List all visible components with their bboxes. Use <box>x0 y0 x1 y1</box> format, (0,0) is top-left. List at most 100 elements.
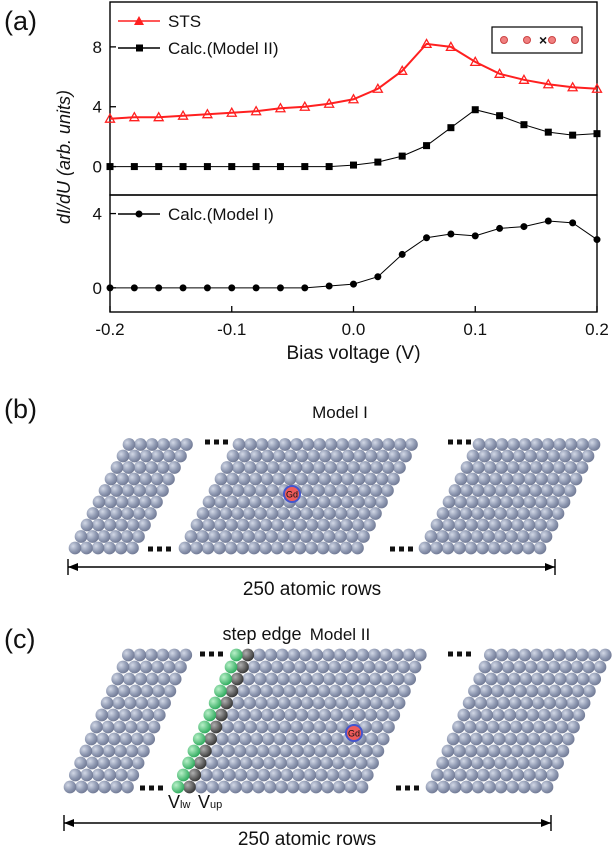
atom <box>436 756 449 770</box>
atom <box>476 541 489 555</box>
atom <box>188 768 202 782</box>
atom <box>570 660 584 674</box>
atom <box>237 708 251 722</box>
atom <box>305 518 319 532</box>
atom <box>259 541 272 555</box>
atom <box>512 472 525 486</box>
atom <box>103 768 117 782</box>
atom <box>402 648 416 662</box>
atom <box>322 530 336 543</box>
atom <box>254 696 268 710</box>
atom <box>294 518 307 532</box>
atom <box>554 696 568 710</box>
atom <box>241 648 255 662</box>
atom <box>437 780 450 794</box>
v-symbol: V <box>168 792 180 812</box>
atom <box>519 672 533 686</box>
atom <box>109 507 123 520</box>
atom <box>360 768 374 782</box>
atom <box>243 696 256 710</box>
atom <box>499 768 513 782</box>
atom <box>260 684 273 698</box>
atom <box>364 449 378 463</box>
atom <box>104 472 118 486</box>
atom <box>323 484 337 497</box>
atom <box>114 744 127 758</box>
atom <box>255 720 269 734</box>
atom <box>118 708 132 722</box>
atom <box>380 672 394 686</box>
atom <box>499 518 513 532</box>
atom <box>260 495 273 509</box>
atom <box>97 756 110 770</box>
atom <box>311 672 325 686</box>
atom <box>252 648 266 662</box>
atom <box>566 696 579 710</box>
atom <box>311 530 324 543</box>
gap-dot <box>223 439 228 445</box>
marker <box>493 67 506 78</box>
atom <box>216 756 230 770</box>
marker <box>106 163 114 171</box>
marker <box>276 284 284 292</box>
atom <box>130 732 144 746</box>
atom <box>115 495 129 509</box>
gd-atom <box>345 724 363 742</box>
y-tick-label: 0 <box>93 158 102 177</box>
atom <box>351 541 364 555</box>
atom <box>213 518 227 532</box>
atom <box>225 495 239 509</box>
atom <box>494 484 508 497</box>
atom <box>129 708 143 722</box>
atom <box>464 541 478 555</box>
atom <box>582 660 595 674</box>
atom <box>317 495 331 509</box>
atom <box>522 541 535 555</box>
atom <box>511 495 525 509</box>
atom <box>405 438 418 451</box>
atom <box>390 648 404 662</box>
atom <box>453 518 467 532</box>
atom <box>528 756 541 770</box>
atom <box>483 484 496 497</box>
atom <box>242 507 256 520</box>
atom <box>518 648 532 662</box>
atom <box>229 648 243 662</box>
atom <box>294 684 308 698</box>
atom <box>122 461 135 474</box>
marker <box>593 130 601 138</box>
atom <box>227 732 241 746</box>
atom <box>134 438 147 451</box>
atom <box>516 756 530 770</box>
atom <box>505 507 519 520</box>
atom <box>403 672 417 686</box>
atom <box>236 541 249 555</box>
atom <box>495 438 509 451</box>
atom <box>535 449 549 463</box>
atom <box>344 648 358 662</box>
atom <box>457 708 471 722</box>
legend-label: Calc.(Model I) <box>168 205 274 224</box>
atom <box>494 780 508 794</box>
atom <box>553 438 566 451</box>
atom <box>328 660 341 674</box>
atom <box>290 720 303 734</box>
atom <box>162 449 176 463</box>
atom <box>267 438 280 451</box>
atom <box>208 507 221 520</box>
atom <box>316 660 330 674</box>
atom <box>475 720 488 734</box>
atom <box>121 507 134 520</box>
atom <box>482 756 495 770</box>
atom <box>151 449 164 463</box>
atom <box>262 756 276 770</box>
atom <box>473 672 487 686</box>
inset-atom <box>548 36 556 44</box>
panel-label: (a) <box>4 6 37 36</box>
atom <box>121 780 134 794</box>
atom <box>535 472 548 486</box>
atom <box>313 438 326 451</box>
atom <box>114 541 128 555</box>
atom <box>204 732 218 746</box>
atom <box>490 660 503 674</box>
